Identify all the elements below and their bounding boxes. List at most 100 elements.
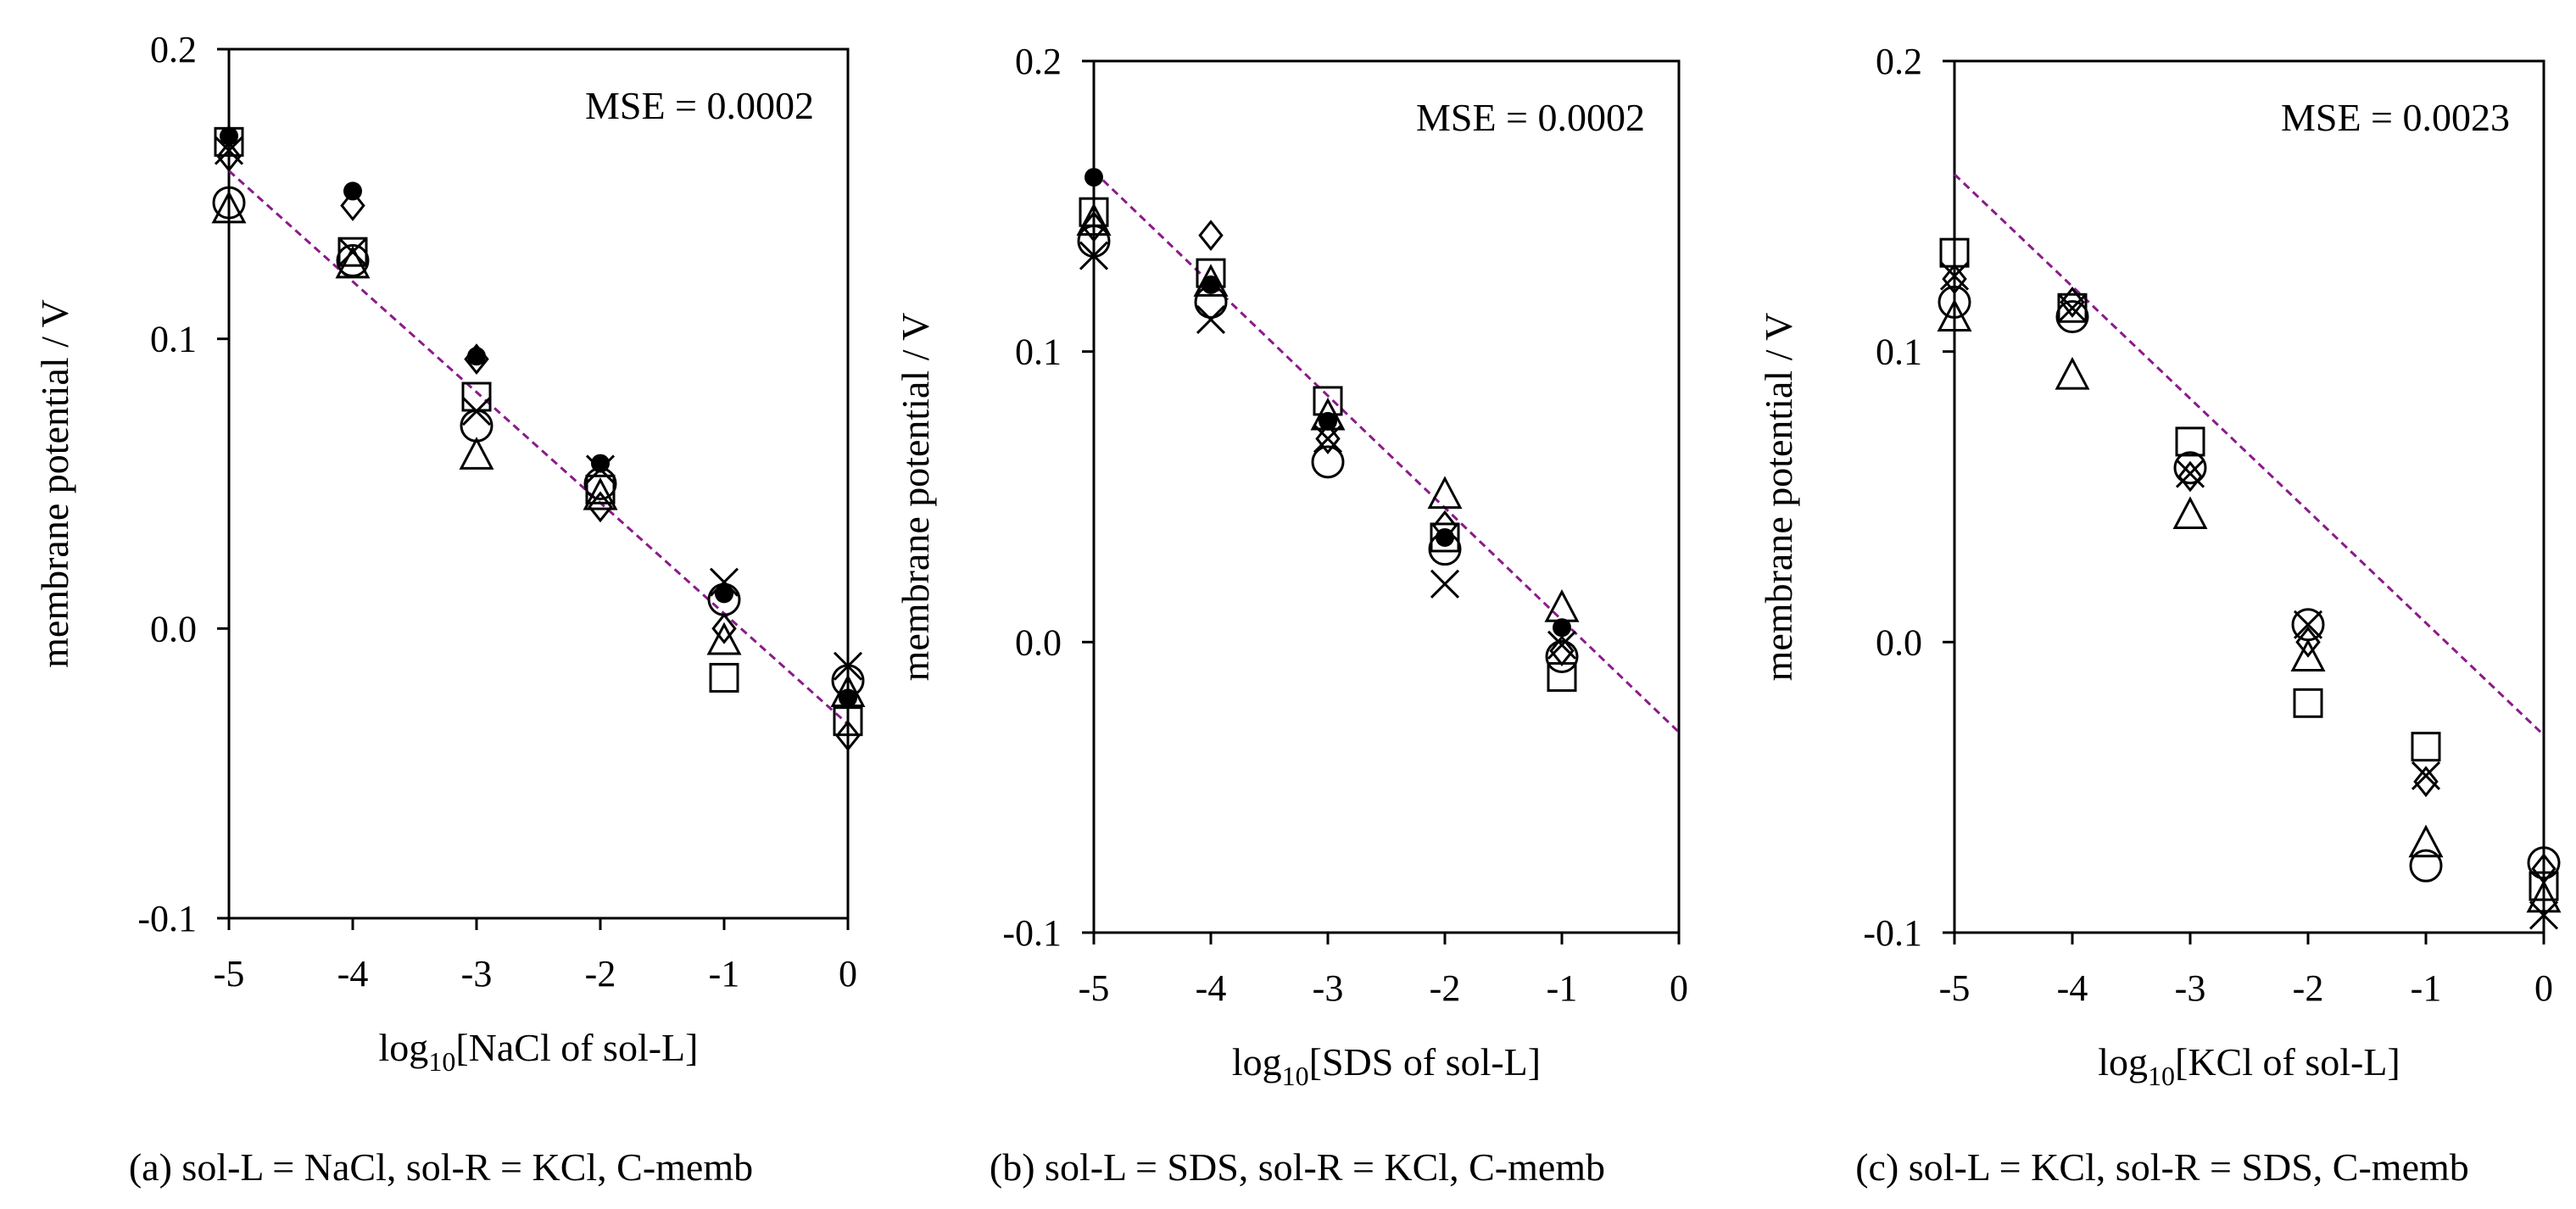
plot-frame — [1953, 59, 2545, 934]
series-diamond — [216, 141, 861, 752]
y-axis-label: membrane potential / V — [33, 299, 76, 668]
series-circle — [212, 186, 865, 698]
data-point-square — [585, 474, 616, 504]
data-point-triangle — [1427, 476, 1463, 510]
data-point-square — [2293, 688, 2323, 718]
data-point-triangle — [1937, 298, 1972, 332]
data-point-diamond — [588, 491, 613, 523]
y-tick-label: -0.1 — [137, 898, 197, 939]
data-point-dot — [715, 584, 733, 604]
data-point-circle — [1545, 639, 1579, 673]
series-triangle — [1937, 298, 2562, 913]
x-tick-label: -1 — [2411, 967, 2442, 1009]
data-point-cross — [2057, 293, 2088, 323]
data-point-diamond — [1315, 423, 1341, 454]
data-point-cross — [337, 237, 368, 267]
data-point-square — [2057, 292, 2088, 323]
data-point-square — [833, 706, 863, 737]
data-point-circle — [460, 409, 493, 443]
fit-line — [1953, 173, 2545, 737]
data-point-diamond — [340, 190, 365, 221]
mse-annotation: MSE = 0.0002 — [585, 84, 814, 127]
data-point-diamond — [1942, 263, 1967, 295]
data-point-circle — [212, 186, 246, 220]
x-tick-label: 0 — [2534, 967, 2553, 1009]
data-point-diamond — [1198, 220, 1224, 252]
y-tick-label: 0.0 — [150, 608, 197, 649]
data-point-diamond — [1549, 635, 1575, 667]
series-circle — [1077, 224, 1579, 673]
x-axis-label-subscript: 10 — [1282, 1061, 1309, 1091]
data-point-circle — [1938, 285, 1971, 319]
data-point-triangle — [1544, 589, 1580, 622]
data-point-dot — [839, 688, 857, 708]
x-tick-label: -2 — [1430, 967, 1461, 1009]
fit-line — [228, 170, 849, 726]
data-point-dot — [343, 181, 362, 201]
x-axis-label-subscript: 10 — [428, 1046, 455, 1077]
x-tick-label: -2 — [2293, 967, 2324, 1009]
data-point-cross — [1313, 424, 1343, 454]
data-point-cross — [214, 136, 244, 165]
y-tick-label: 0.1 — [1015, 332, 1062, 373]
x-tick-label: -5 — [214, 953, 245, 994]
data-point-cross — [2293, 610, 2323, 639]
data-point-diamond — [216, 141, 242, 172]
y-tick-label: 0.0 — [1876, 621, 1922, 663]
data-point-cross — [1196, 304, 1226, 335]
x-tick-label: -3 — [461, 953, 493, 994]
data-point-dot — [1319, 411, 1337, 431]
x-axis-label-base: log — [2098, 1040, 2148, 1084]
panel-caption: (c) sol-L = KCl, sol-R = SDS, C-memb — [1855, 1145, 2469, 1189]
data-point-square — [1430, 522, 1460, 553]
data-point-square — [2411, 732, 2441, 762]
x-axis-label-base: log — [1232, 1040, 1282, 1084]
data-point-circle — [2409, 849, 2443, 883]
data-point-square — [337, 237, 368, 267]
series-dot — [1084, 168, 1571, 638]
data-point-cross — [833, 651, 863, 681]
data-point-cross — [461, 397, 492, 426]
series-cross — [1939, 261, 2559, 930]
data-point-triangle — [459, 437, 494, 470]
fit-line — [1092, 170, 1681, 733]
data-point-triangle — [1076, 203, 1112, 236]
series-dot — [220, 126, 857, 708]
data-point-dot — [591, 454, 610, 473]
y-tick-label: 0.1 — [1876, 332, 1922, 373]
data-point-dot — [1553, 618, 1571, 638]
data-point-diamond — [2060, 287, 2085, 318]
data-point-diamond — [1081, 210, 1107, 242]
data-point-triangle — [2055, 356, 2090, 390]
x-axis-label: log10[KCl of sol-L] — [2098, 1040, 2400, 1091]
data-point-square — [461, 382, 492, 412]
y-tick-label: -0.1 — [1863, 912, 1922, 954]
series-circle — [1938, 285, 2561, 883]
data-point-square — [2529, 871, 2559, 901]
x-tick-label: -1 — [709, 953, 740, 994]
data-point-cross — [709, 567, 739, 597]
data-point-circle — [2055, 300, 2089, 334]
x-tick-label: -4 — [337, 953, 369, 994]
data-point-circle — [2527, 846, 2561, 880]
x-tick-label: -4 — [2057, 967, 2088, 1009]
x-tick-label: -1 — [1547, 967, 1578, 1009]
mse-annotation: MSE = 0.0002 — [1416, 96, 1645, 139]
series-square — [214, 126, 863, 737]
panel-caption: (b) sol-L = SDS, sol-R = KCl, C-memb — [990, 1145, 1605, 1189]
x-axis-label-subscript: 10 — [2148, 1061, 2175, 1091]
x-tick-label: -4 — [1196, 967, 1227, 1009]
data-point-cross — [1079, 241, 1109, 270]
data-point-circle — [2173, 451, 2207, 485]
chart-panel-c: -5 -4 -3 -2 -1 0 -0.1 0.0 0.1 0.2 membrane potenti… — [1757, 41, 2562, 1189]
series-square — [1939, 237, 2559, 901]
x-tick-label: -5 — [1939, 967, 1971, 1009]
data-point-diamond — [2531, 853, 2556, 885]
y-axis-label: membrane potential / V — [894, 313, 937, 682]
panel-caption: (a) sol-L = NaCl, sol-R = KCl, C-memb — [129, 1145, 753, 1189]
x-tick-label: -5 — [1079, 967, 1110, 1009]
data-point-dot — [1202, 275, 1220, 294]
x-axis-label: log10[NaCl of sol-L] — [379, 1026, 699, 1077]
x-axis-label-base: log — [379, 1026, 429, 1069]
plot-frame — [1092, 59, 1681, 934]
